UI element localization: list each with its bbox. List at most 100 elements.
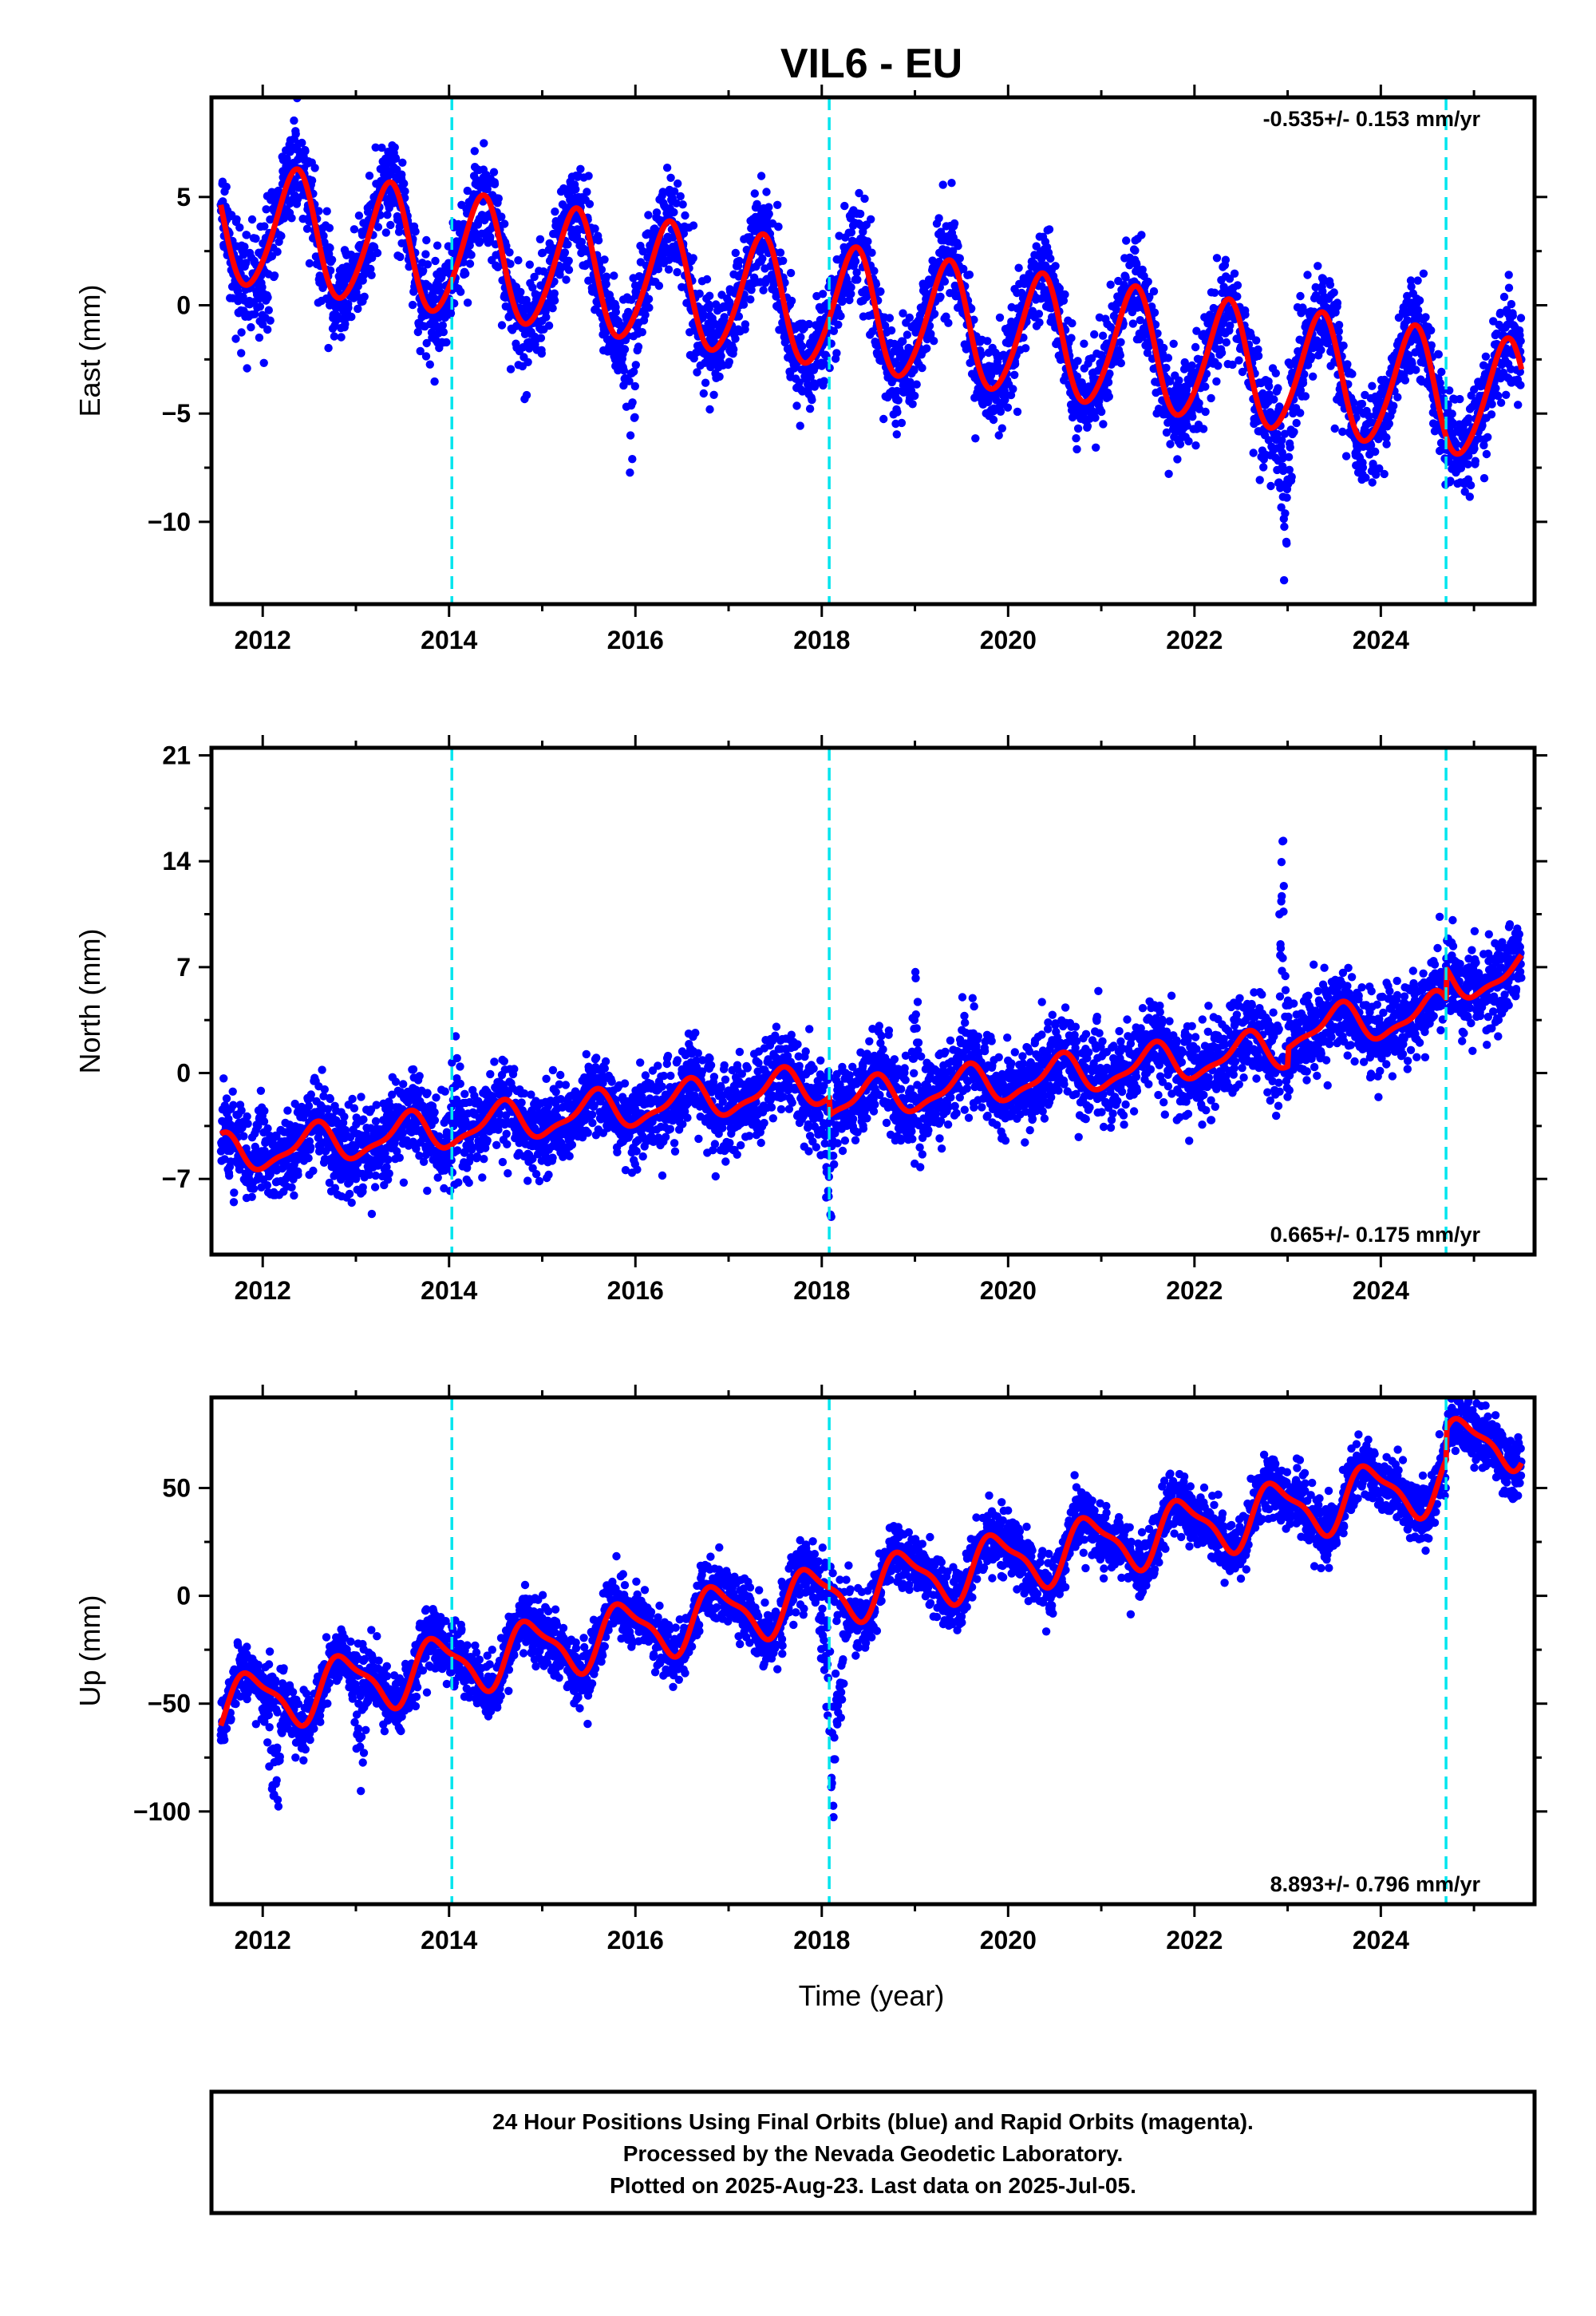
data-point [1191, 441, 1200, 450]
data-point [930, 310, 939, 318]
data-point [796, 421, 804, 430]
data-point [685, 328, 694, 337]
data-point [701, 378, 710, 387]
data-point [769, 280, 778, 289]
data-point [497, 212, 506, 221]
data-point [309, 1166, 318, 1176]
data-point [1434, 350, 1444, 359]
data-point [1259, 463, 1268, 472]
data-point [658, 188, 667, 196]
data-point [1104, 392, 1114, 401]
data-point [1265, 381, 1274, 391]
data-point [305, 259, 314, 268]
data-point [247, 1192, 256, 1202]
data-point [645, 303, 654, 312]
data-point [851, 257, 860, 266]
data-point [954, 242, 962, 251]
data-point [330, 332, 339, 341]
data-point [654, 281, 664, 290]
data-point [461, 269, 470, 279]
data-point [1415, 296, 1424, 305]
data-point [1284, 453, 1294, 461]
data-point [327, 255, 337, 264]
data-point [400, 179, 409, 188]
data-point [1187, 361, 1196, 370]
data-point [235, 223, 244, 232]
data-point [1014, 263, 1023, 272]
data-point [470, 147, 479, 156]
data-point [1487, 410, 1496, 419]
data-point [1483, 433, 1492, 441]
data-point [1400, 376, 1410, 385]
data-point [535, 235, 545, 243]
data-point [377, 143, 386, 152]
data-point [903, 330, 912, 339]
data-point [422, 235, 431, 245]
east-panel: 2012 2014 2016 2018 2020 2022 2024−10−505East … [73, 85, 1547, 654]
data-point [1199, 425, 1208, 433]
data-point [644, 294, 654, 303]
data-point [944, 318, 953, 327]
data-point [465, 241, 474, 250]
data-point [571, 185, 580, 194]
data-point [1371, 447, 1380, 456]
data-point [764, 209, 773, 219]
data-point [676, 192, 685, 201]
data-point [585, 200, 595, 208]
data-point [247, 215, 257, 224]
data-point [304, 1154, 313, 1163]
data-point [750, 189, 759, 198]
data-point [1144, 277, 1152, 287]
data-point [1413, 276, 1422, 285]
data-point [792, 401, 801, 410]
data-point [325, 223, 334, 232]
data-point [489, 168, 499, 176]
data-point [1341, 452, 1351, 460]
data-point [1296, 409, 1305, 417]
plot-area [216, 97, 1526, 585]
data-point [1419, 269, 1428, 278]
data-point [1217, 348, 1227, 358]
data-point [421, 352, 431, 361]
data-point [758, 254, 767, 263]
data-point [940, 277, 950, 286]
data-point [283, 1106, 292, 1115]
data-point [594, 236, 603, 245]
data-point [270, 271, 279, 280]
data-point [344, 303, 353, 312]
data-point [938, 180, 947, 189]
data-point [1325, 280, 1335, 289]
data-point [764, 203, 773, 211]
data-point [1191, 342, 1200, 352]
data-point [290, 1191, 298, 1200]
data-point [705, 405, 714, 414]
data-point [243, 364, 251, 373]
data-point [262, 205, 271, 214]
data-point [1290, 428, 1298, 437]
data-point [282, 154, 291, 163]
data-point [654, 265, 663, 274]
data-point [1280, 522, 1289, 532]
data-point [381, 228, 390, 237]
data-point [693, 368, 701, 377]
data-point [237, 328, 246, 337]
data-point [1080, 339, 1088, 348]
data-point [1073, 357, 1082, 366]
data-point [672, 199, 681, 207]
data-point [337, 333, 346, 342]
data-point [1116, 338, 1125, 346]
data-point [1329, 288, 1338, 297]
data-point [741, 320, 750, 329]
y-tick-label: 0 [176, 291, 191, 320]
data-point [779, 256, 788, 265]
data-point [808, 395, 816, 405]
data-point [290, 116, 298, 125]
data-point [1271, 369, 1281, 377]
data-point [258, 283, 267, 292]
data-point [746, 295, 755, 304]
data-point [820, 377, 828, 385]
data-point [431, 256, 440, 266]
data-point [320, 1085, 329, 1094]
data-point [699, 389, 708, 398]
